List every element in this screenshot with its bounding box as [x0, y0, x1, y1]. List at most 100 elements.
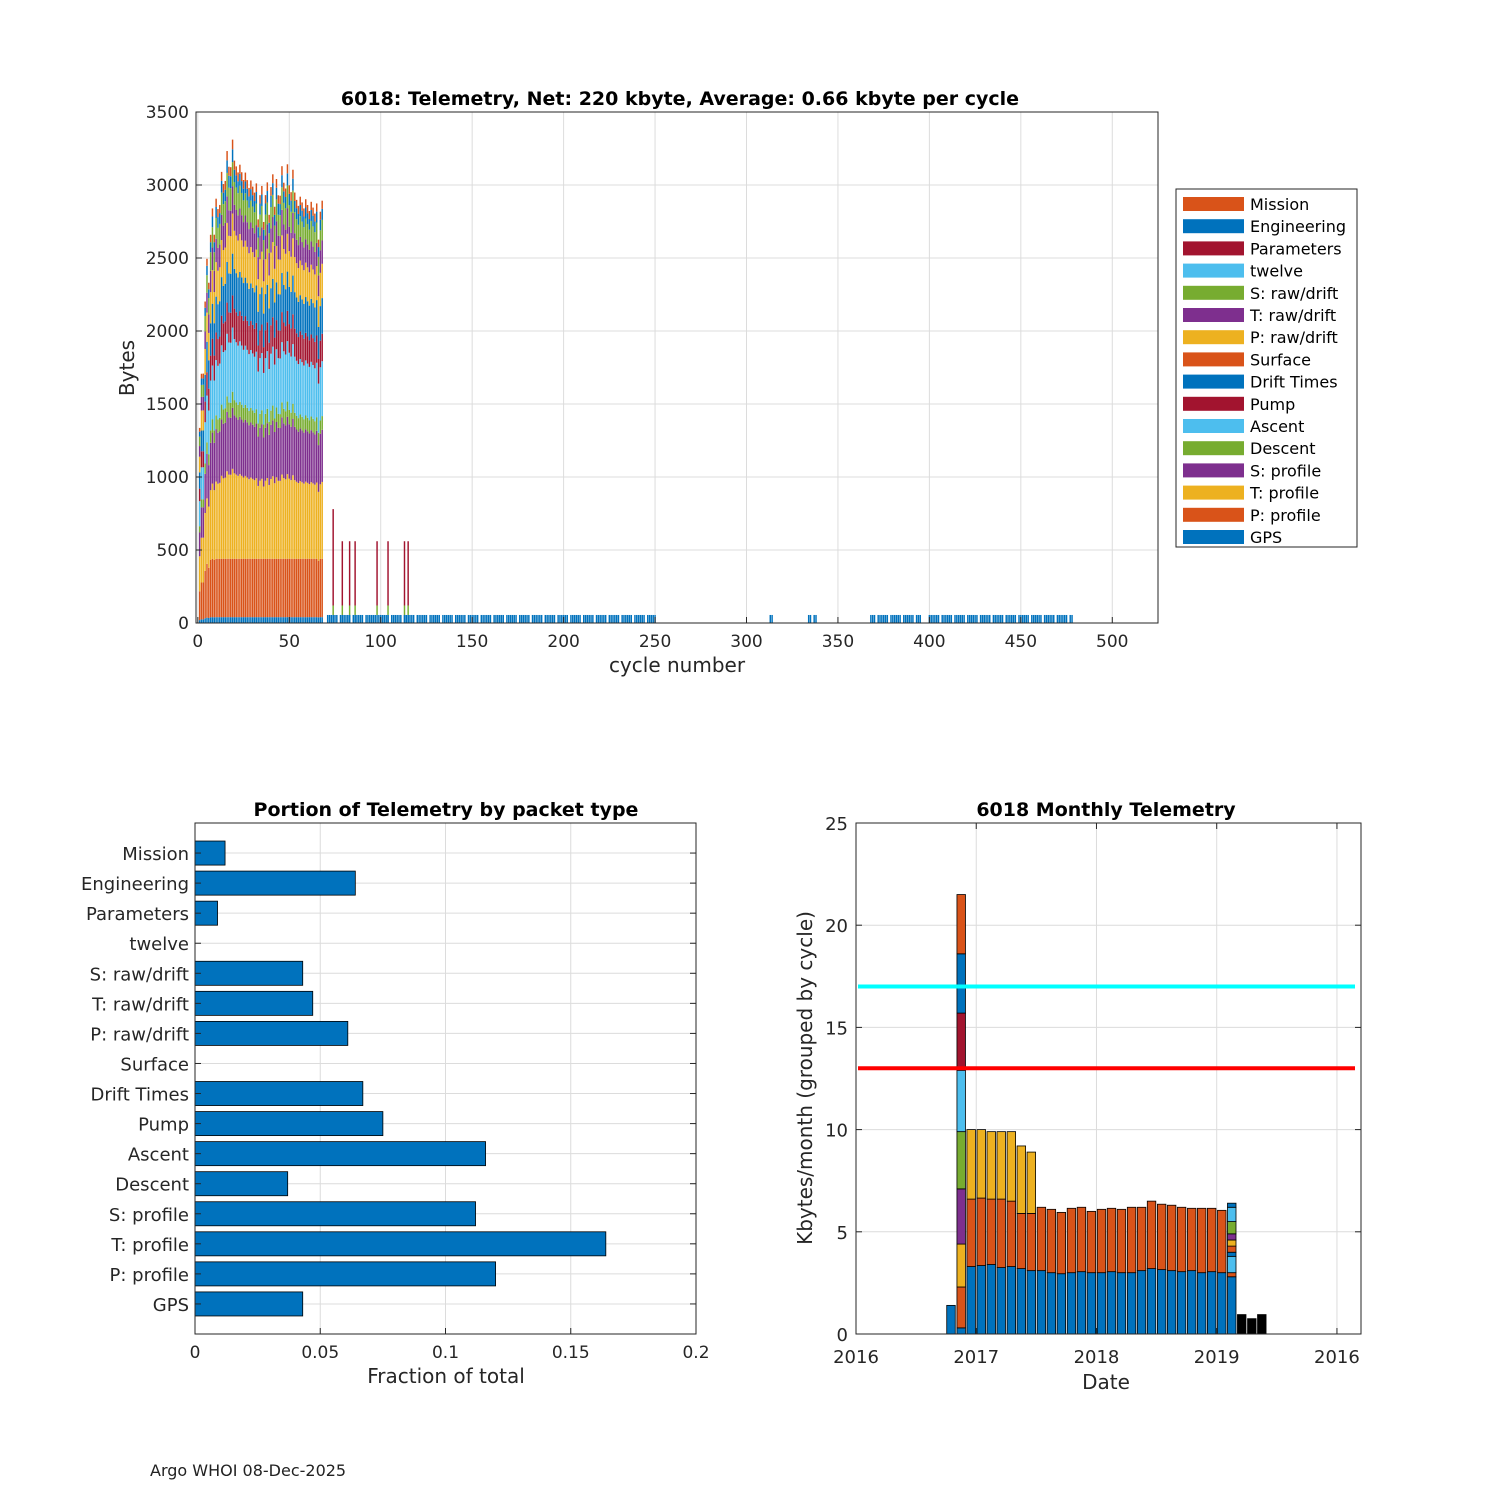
bl-bar	[194, 1111, 384, 1137]
top-bar-segment	[226, 151, 228, 161]
top-bar-segment	[237, 316, 239, 346]
top-bar-segment	[310, 298, 312, 335]
top-ytick-label: 3500	[146, 103, 189, 123]
top-bar-segment	[209, 380, 212, 431]
top-bar-segment	[217, 304, 219, 340]
top-bar-segment	[277, 358, 280, 414]
top-bar-segment	[317, 275, 320, 297]
top-bar-segment	[206, 563, 208, 618]
top-bar-segment	[217, 227, 219, 248]
top-bar-segment	[226, 160, 228, 173]
br-bar-segment	[996, 1198, 1006, 1268]
top-bar-segment	[208, 298, 210, 315]
top-bar-gps	[912, 614, 914, 623]
top-bar-gps	[879, 614, 881, 623]
top-bar-segment	[213, 355, 216, 381]
bl-bar	[194, 1081, 364, 1106]
top-bar-segment	[262, 558, 265, 618]
top-bar-segment	[211, 483, 214, 559]
top-bar-gps	[433, 614, 435, 623]
top-bar-gps	[643, 614, 645, 623]
top-bar-segment	[233, 169, 236, 182]
top-bar-gps	[1038, 614, 1040, 623]
top-bar-segment	[272, 617, 274, 623]
top-bar-segment	[208, 617, 210, 623]
top-bar-segment	[244, 240, 247, 278]
top-bar-segment	[273, 431, 276, 484]
top-bar-segment	[266, 284, 269, 323]
br-bars	[946, 894, 1267, 1335]
bl-xtick-label: 0.15	[552, 1343, 590, 1363]
top-bar-segment	[255, 285, 258, 323]
br-ylabel: Kbytes/month (grouped by cycle)	[793, 911, 817, 1245]
top-bar-segment	[222, 184, 225, 193]
top-bar-segment	[261, 251, 263, 288]
top-bar-segment	[239, 401, 241, 417]
top-bar-gps	[1058, 614, 1060, 623]
top-bar-segment	[242, 320, 245, 350]
br-axes-box	[855, 822, 1362, 1335]
br-bar-segment	[946, 1304, 956, 1335]
top-bar-gps	[489, 614, 492, 623]
top-bar-segment	[288, 193, 291, 206]
top-bar-segment	[294, 233, 296, 258]
top-bar-segment	[206, 292, 208, 313]
top-bar-segment	[231, 617, 234, 623]
top-bar-gps	[950, 614, 953, 623]
top-bar-gps	[904, 614, 907, 623]
top-bar-segment	[310, 617, 312, 623]
top-bar-segment	[305, 239, 307, 263]
top-bar-gps	[623, 614, 625, 623]
top-bar-segment	[228, 342, 230, 403]
top-bar-segment	[240, 181, 243, 193]
top-bar-segment	[286, 474, 289, 559]
top-bar-segment	[294, 200, 296, 213]
top-xtick-label: 400	[913, 632, 945, 652]
top-bar-segment	[242, 477, 245, 559]
top-bar-segment	[279, 414, 281, 429]
top-bar-segment	[239, 341, 241, 402]
top-bar-segment	[253, 328, 256, 357]
top-bar-segment	[297, 558, 300, 618]
top-bar-gps	[328, 614, 331, 623]
top-bar-segment	[250, 617, 252, 623]
top-bar-segment	[257, 227, 259, 238]
top-bar-segment	[275, 407, 278, 422]
top-bar-segment	[230, 402, 232, 418]
top-bar-segment	[233, 400, 236, 416]
top-bar-segment	[301, 617, 303, 623]
top-bar-segment	[228, 273, 230, 313]
top-bar-segment	[341, 605, 344, 615]
top-bar-gps	[475, 614, 477, 623]
top-bar-gps	[348, 614, 351, 623]
top-bar-segment	[219, 301, 221, 337]
top-bar-segment	[268, 253, 270, 276]
top-bar-segment	[279, 259, 281, 295]
top-bar-segment	[275, 199, 278, 222]
top-bar-segment	[286, 310, 289, 342]
top-bar-segment	[268, 617, 270, 623]
top-bar-segment	[283, 182, 285, 192]
top-bar-segment	[240, 172, 243, 182]
top-bar-segment	[226, 302, 228, 334]
top-bar-segment	[299, 617, 301, 623]
top-bar-segment	[321, 263, 323, 299]
top-bar-gps	[374, 614, 376, 623]
top-bar-segment	[301, 221, 303, 243]
top-bar-segment	[301, 210, 303, 222]
top-bar-gps	[1005, 614, 1007, 623]
top-bar-gps	[407, 614, 409, 623]
top-bar-gps	[963, 614, 965, 623]
top-bar-gps	[416, 614, 419, 623]
top-bar-segment	[237, 404, 239, 420]
top-bar-segment	[273, 558, 276, 618]
top-bar-segment	[277, 413, 280, 428]
top-bar-gps	[614, 614, 616, 623]
top-bar-gps	[919, 614, 921, 623]
top-bar-gps	[423, 614, 426, 623]
top-bar-gps	[1051, 614, 1053, 623]
top-bar-segment	[284, 354, 287, 412]
top-bar-segment	[230, 273, 232, 313]
top-bar-segment	[257, 371, 259, 424]
top-bar-segment	[217, 617, 219, 623]
